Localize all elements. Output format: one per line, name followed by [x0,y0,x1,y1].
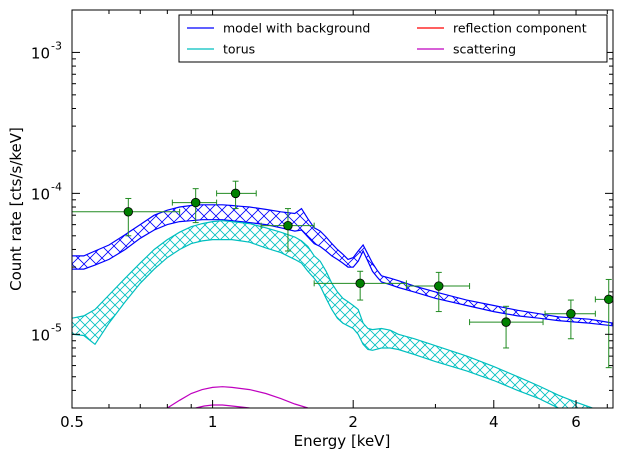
x-axis-label: Energy [keV] [294,432,391,450]
y-tick-label-2: 10 [31,44,50,62]
torus-upper-line [72,220,593,408]
x-tick-label-1: 1 [208,413,218,431]
torus-lower-line [72,239,561,408]
legend-box [178,14,608,63]
data-point-5 [434,281,444,291]
model-with-background-lower-line [72,219,613,327]
data-point-1 [190,197,201,208]
data-point-2 [230,188,241,199]
scattering-line-2 [166,386,309,408]
y-tick-label-1: 10 [31,185,50,203]
y-tick-exponent-2: -3 [51,39,62,52]
plot-frame [71,9,614,409]
x-tick-label-0: 0.5 [60,413,84,431]
x-tick-label-2: 2 [348,413,358,431]
y-tick-exponent-1: -4 [51,180,62,193]
data-point-8 [604,294,613,305]
scattering-line-3 [195,404,250,408]
y-tick-label-0: 10 [31,326,50,344]
legend-label-3: scattering [453,42,516,57]
data-point-7 [566,309,576,319]
data-point-6 [501,317,511,327]
legend-label-2: reflection component [453,21,587,36]
x-tick-label-3: 4 [489,413,499,431]
legend-label-0: model with background [223,21,370,36]
y-tick-exponent-0: -5 [51,321,62,334]
legend: model with background torus reflection com… [178,14,608,63]
data-point-0 [123,207,134,217]
data-point-3 [283,220,293,231]
data-point-4 [355,278,365,289]
legend-label-1: torus [223,42,255,57]
model-with-background-upper-line [72,204,613,324]
y-axis-label: Count rate [cts/s/keV] [7,127,25,291]
x-tick-label-4: 6 [571,413,581,431]
torus-band-fill [72,220,593,408]
